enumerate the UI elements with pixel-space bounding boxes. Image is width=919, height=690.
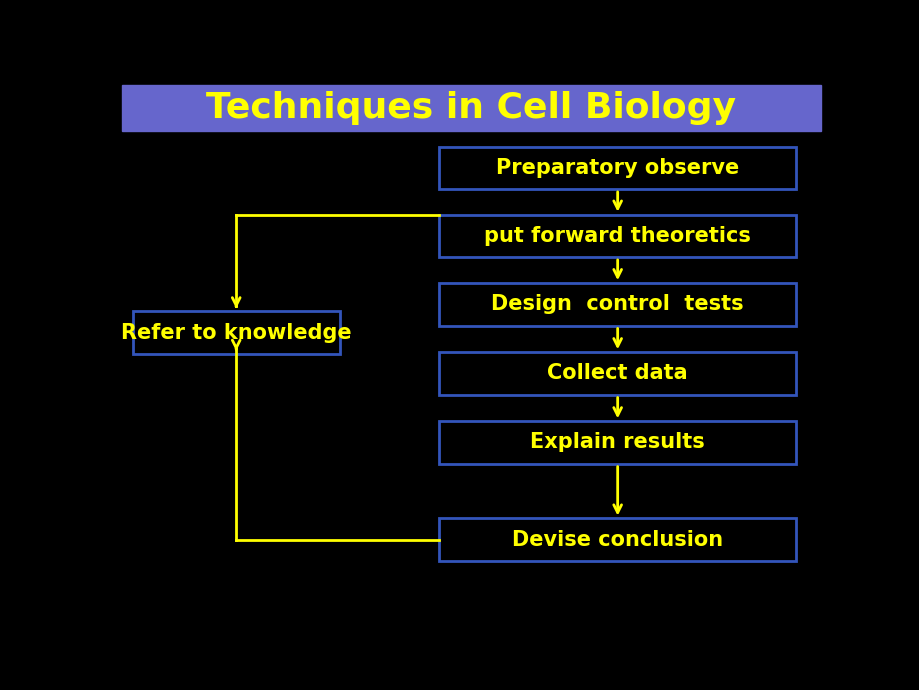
FancyBboxPatch shape <box>439 283 795 326</box>
FancyBboxPatch shape <box>439 146 795 189</box>
Text: Design  control  tests: Design control tests <box>491 295 743 315</box>
Text: Explain results: Explain results <box>529 433 704 453</box>
Text: Devise conclusion: Devise conclusion <box>512 530 722 550</box>
Text: Preparatory observe: Preparatory observe <box>495 158 739 178</box>
FancyBboxPatch shape <box>439 215 795 257</box>
Text: Collect data: Collect data <box>547 364 687 384</box>
Text: Techniques in Cell Biology: Techniques in Cell Biology <box>206 91 736 125</box>
FancyBboxPatch shape <box>439 421 795 464</box>
FancyBboxPatch shape <box>439 518 795 561</box>
Text: put forward theoretics: put forward theoretics <box>483 226 750 246</box>
Text: Refer to knowledge: Refer to knowledge <box>120 322 351 342</box>
FancyBboxPatch shape <box>122 86 820 130</box>
FancyBboxPatch shape <box>132 311 339 354</box>
FancyBboxPatch shape <box>439 352 795 395</box>
